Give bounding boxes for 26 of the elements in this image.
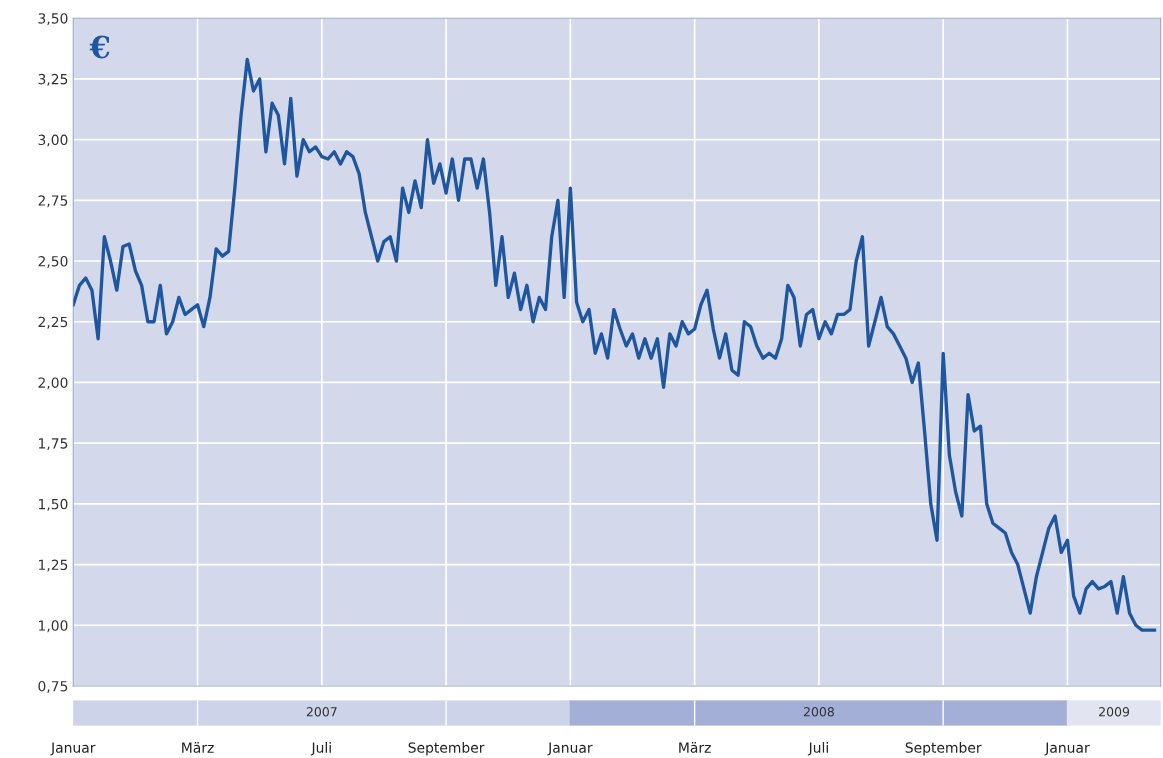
x-tick-label: Juli: [807, 742, 828, 756]
x-tick-label: März: [182, 742, 214, 753]
y-tick-label: 3,25: [38, 73, 68, 86]
y-tick-label: 3,50: [38, 13, 68, 26]
x-tick-label: Januar: [50, 742, 96, 756]
y-tick-label: 1,25: [39, 559, 68, 572]
y-tick-label: 3,00: [38, 134, 68, 147]
line-series: [73, 57, 1157, 632]
annotation: €: [89, 35, 110, 59]
x-tick-label: Juli: [310, 742, 331, 756]
text: 2007: [306, 707, 337, 717]
x-tick-label: September: [408, 742, 485, 756]
y-tick-label: 2,75: [38, 195, 68, 208]
x-tick-label: März: [679, 742, 711, 753]
y-tick-label: 1,00: [39, 620, 68, 633]
y-tick-label: 2,25: [38, 316, 68, 329]
text: 2009: [1099, 707, 1130, 717]
x-tick-label: September: [905, 742, 982, 756]
x-tick-label: Januar: [547, 742, 593, 756]
text: 2008: [803, 707, 834, 717]
y-tick-label: 2,00: [38, 377, 68, 390]
y-tick-label: 0,75: [38, 680, 68, 693]
x-tick-label: Januar: [1044, 742, 1090, 756]
y-tick-label: 1,75: [39, 438, 68, 451]
y-tick-label: 2,50: [38, 256, 68, 268]
y-tick-label: 1,50: [39, 498, 68, 511]
